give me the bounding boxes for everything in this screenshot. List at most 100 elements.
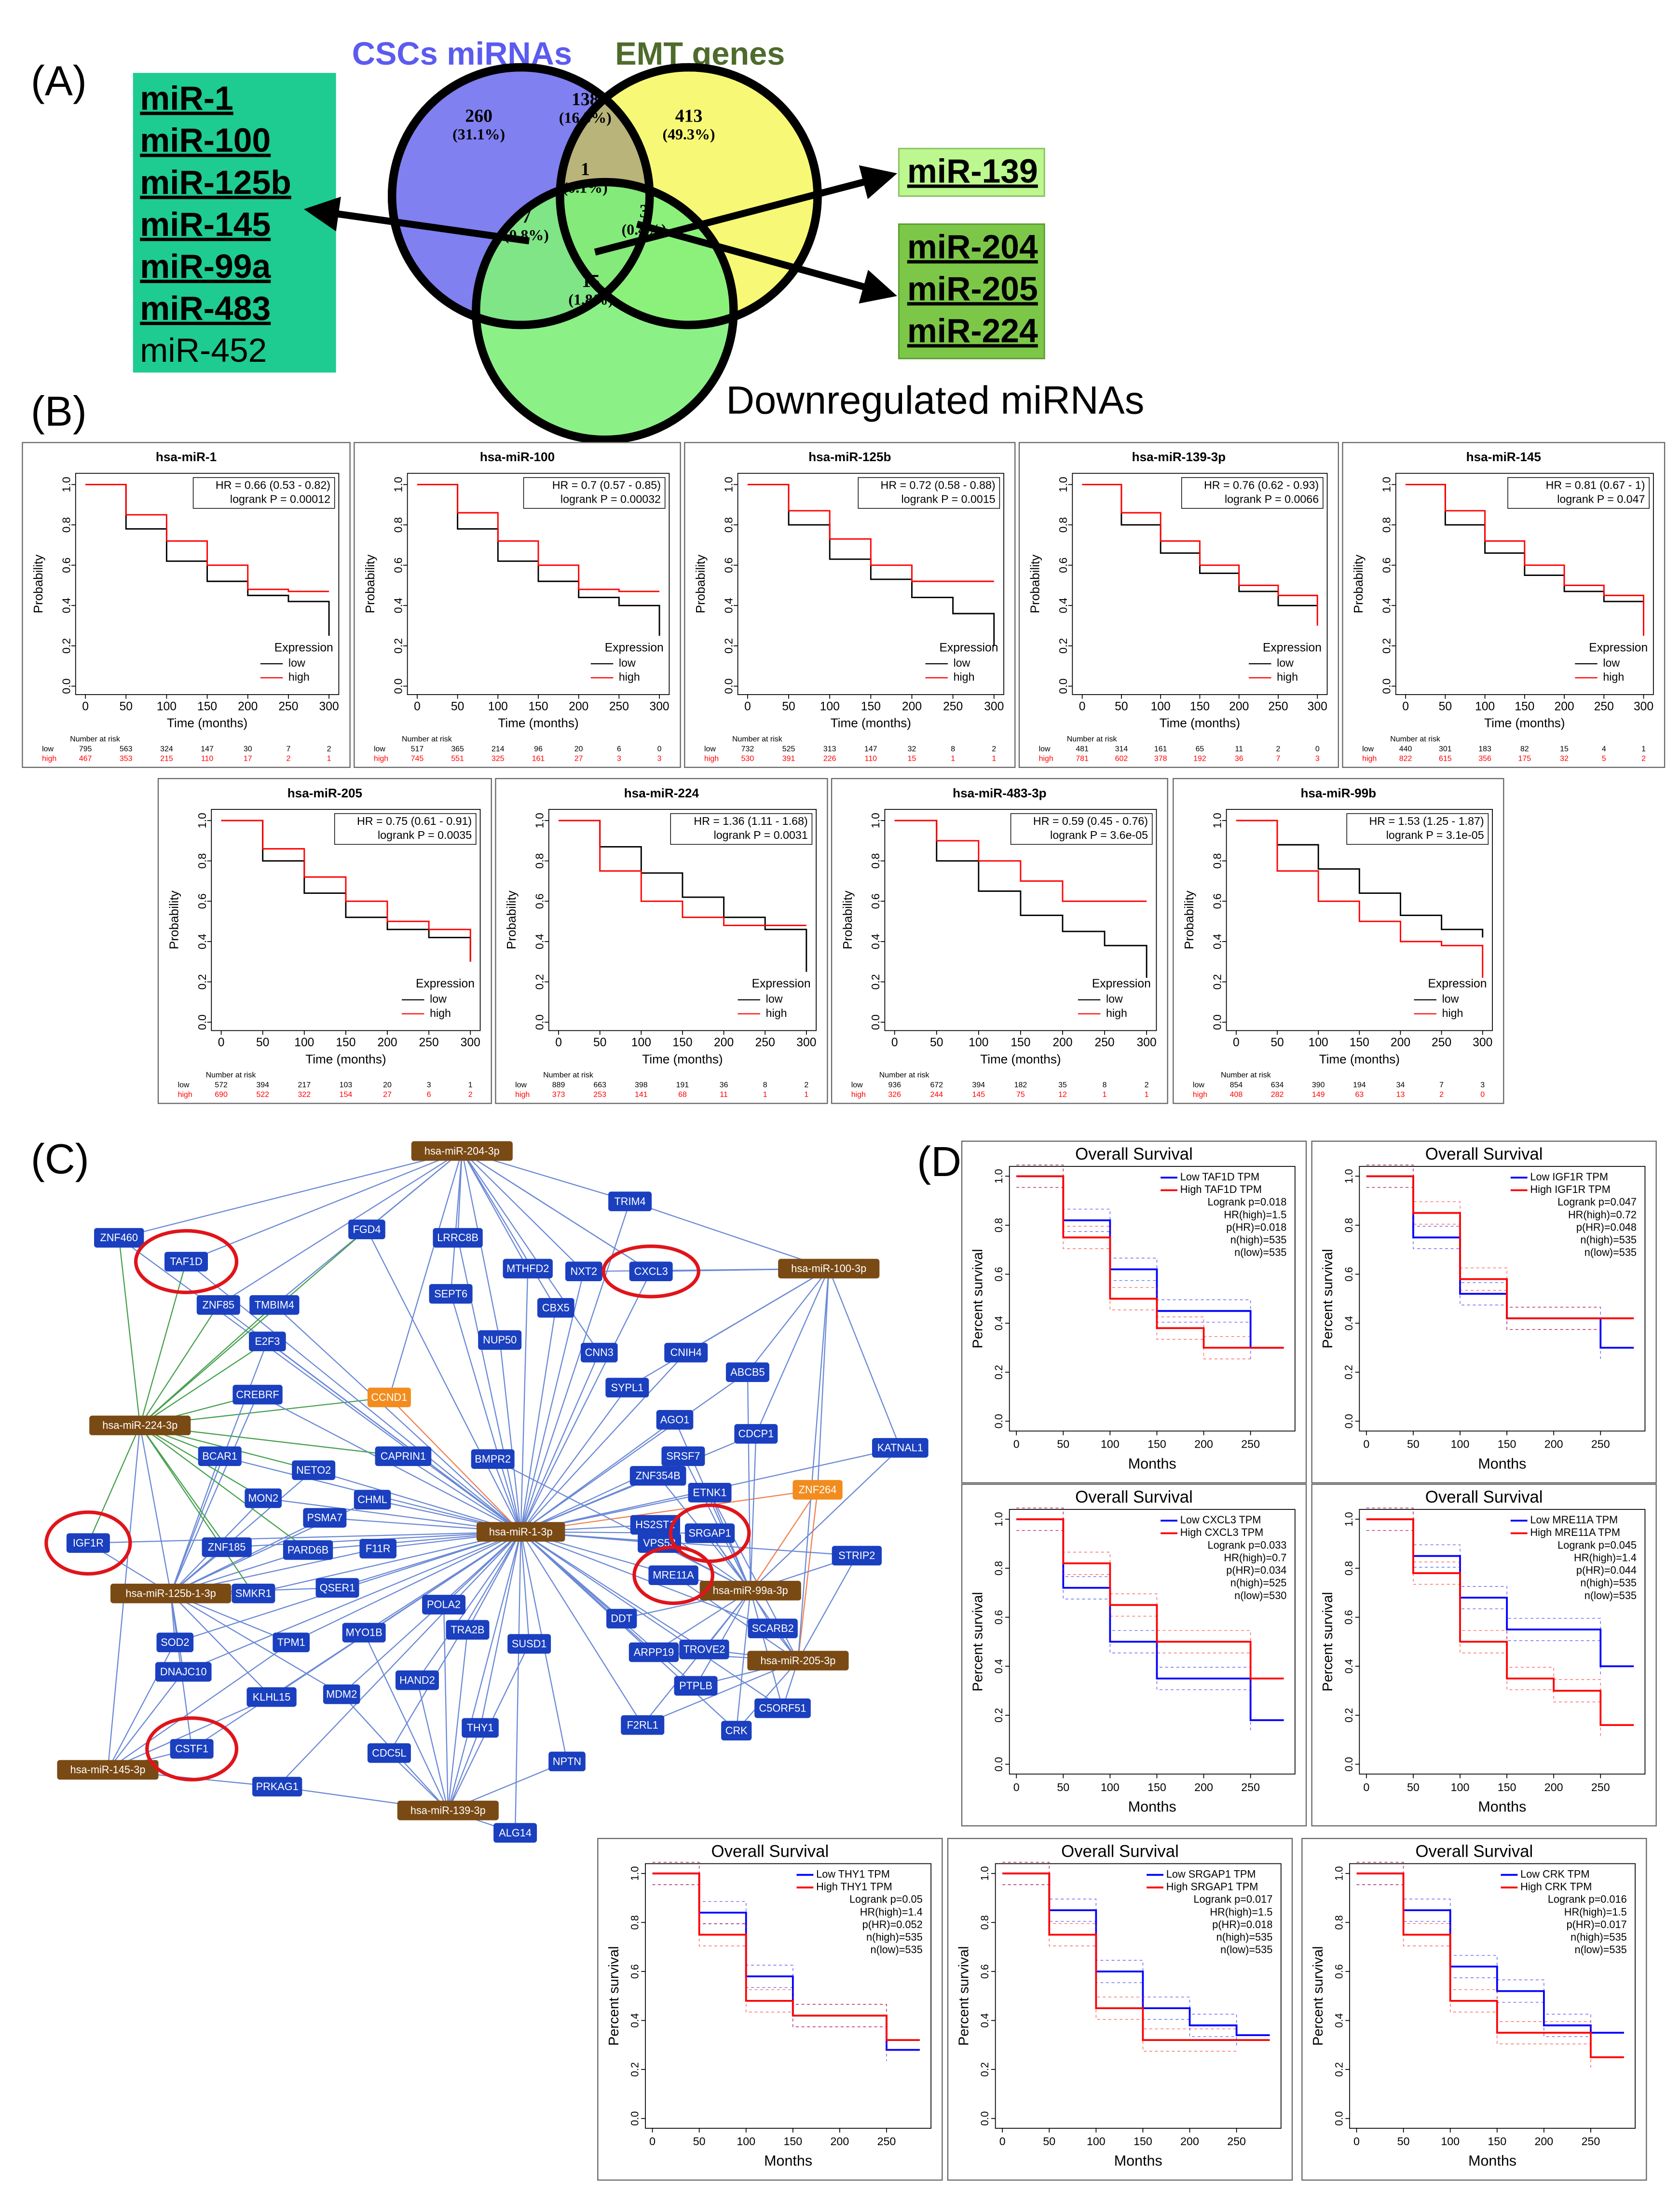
risk-title: Number at risk (70, 735, 120, 743)
axes-frame (1359, 1166, 1646, 1432)
x-tick-label: 0 (744, 700, 751, 713)
risk-number: 32 (908, 745, 916, 753)
x-tick-label: 100 (1087, 2135, 1106, 2148)
legend-title: Expression (1589, 642, 1648, 655)
risk-number: 27 (383, 1091, 392, 1099)
mirna-label: miR-205 (907, 270, 1038, 307)
y-tick-label: 0.4 (722, 598, 735, 613)
y-tick-label: 0.0 (1211, 1014, 1223, 1030)
network-node (792, 1480, 843, 1500)
x-tick-label: 0 (1233, 1036, 1240, 1049)
highlight-circle (44, 1510, 132, 1576)
edge (520, 1419, 675, 1533)
risk-row-label: low (1193, 1081, 1204, 1089)
y-tick-label: 0.4 (993, 1659, 1005, 1673)
risk-number: 217 (298, 1081, 311, 1089)
risk-number: 356 (1478, 755, 1491, 763)
network-node (630, 1515, 681, 1535)
network-node (754, 1698, 811, 1718)
stat-box (523, 477, 666, 509)
risk-number: 408 (1230, 1091, 1243, 1099)
risk-number: 822 (1399, 755, 1412, 763)
risk-number: 15 (1560, 745, 1569, 753)
stat-box (334, 813, 477, 845)
node-label: SCARB2 (752, 1622, 794, 1634)
risk-number: 226 (823, 755, 836, 763)
network-node (699, 1581, 801, 1601)
x-tick-label: 150 (528, 700, 548, 713)
x-tick-label: 250 (1591, 1438, 1610, 1451)
y-tick-label: 0.2 (196, 974, 208, 989)
x-tick-label: 150 (783, 2135, 802, 2148)
edge (695, 1590, 751, 1686)
risk-number: 75 (1016, 1091, 1025, 1099)
x-tick-label: 200 (377, 1036, 397, 1049)
km-curve (85, 484, 329, 592)
network-node (354, 1490, 391, 1510)
stat-text: HR(high)=1.4 (1574, 1551, 1637, 1563)
risk-number: 1 (327, 755, 331, 763)
risk-number: 82 (1520, 745, 1529, 753)
y-tick-label: 0.4 (196, 934, 208, 949)
network-node (656, 1410, 694, 1430)
arrow (594, 165, 898, 256)
y-tick-label: 0.0 (628, 2111, 641, 2126)
node-label: CHML (357, 1493, 387, 1506)
risk-title: Number at risk (402, 735, 452, 743)
risk-title: Number at risk (543, 1071, 593, 1080)
edge (797, 1555, 858, 1661)
network-node (422, 1595, 466, 1615)
network-node (725, 1362, 769, 1382)
stat-text: HR(high)=0.7 (1224, 1551, 1286, 1563)
region-percent: (16.5%) (559, 109, 612, 126)
risk-number: 161 (532, 755, 545, 763)
node-label: CRK (725, 1725, 748, 1737)
y-axis-label: Percent survival (606, 1946, 622, 2046)
mirna-label: miR-452 (140, 331, 267, 369)
panel-label: (A) (31, 57, 87, 104)
x-tick-label: 300 (650, 700, 669, 713)
x-tick-label: 0 (1402, 700, 1409, 713)
x-tick-label: 0 (1363, 1438, 1369, 1451)
risk-number: 0 (1315, 745, 1320, 753)
y-tick-label: 1.0 (1211, 813, 1223, 828)
stat-text: n(low)=535 (1584, 1246, 1637, 1259)
highlight-circle (632, 1545, 715, 1605)
survival-curve (1356, 1872, 1624, 2058)
legend-label: low (430, 993, 447, 1005)
node-label: TMBIM4 (255, 1299, 294, 1311)
node-label: hsa-miR-100-3p (791, 1262, 866, 1274)
y-tick-label: 0.4 (60, 598, 72, 613)
risk-number: 1 (763, 1091, 767, 1099)
edge (107, 1642, 292, 1770)
stat-text: Logrank p=0.05 (849, 1893, 923, 1905)
network-node (249, 1331, 286, 1352)
stat-box (1181, 477, 1324, 509)
x-tick-label: 300 (796, 1036, 816, 1049)
hr-text: HR = 0.66 (0.53 - 0.82) (216, 479, 330, 492)
node-label: SEPT6 (434, 1287, 467, 1300)
stat-box (670, 813, 813, 845)
axes-frame (645, 1863, 932, 2129)
stat-text: HR(high)=1.4 (860, 1906, 923, 1918)
node-label: TAF1D (170, 1256, 202, 1268)
y-tick-label: 1.0 (869, 813, 882, 828)
mirna-label: miR-483 (140, 289, 271, 327)
network-node (674, 1676, 718, 1696)
node-label: ZNF185 (208, 1541, 246, 1553)
node-label: MYO1B (346, 1627, 382, 1639)
y-tick-label: 0.0 (1343, 1757, 1355, 1771)
region-percent: (0.1%) (563, 179, 608, 196)
region-count: 3 (640, 201, 649, 221)
x-tick-label: 0 (1079, 700, 1086, 713)
stat-box (192, 477, 335, 509)
y-tick-label: 0.6 (993, 1610, 1005, 1624)
risk-number: 7 (286, 745, 290, 753)
x-tick-label: 150 (1011, 1036, 1030, 1049)
x-tick-label: 50 (451, 700, 464, 713)
risk-number: 149 (1312, 1091, 1325, 1099)
legend-label: High CXCL3 TPM (1180, 1526, 1263, 1538)
risk-number: 194 (1353, 1081, 1366, 1089)
x-axis-label: Months (1128, 1455, 1176, 1472)
legend-label: High MRE11A TPM (1530, 1526, 1620, 1538)
